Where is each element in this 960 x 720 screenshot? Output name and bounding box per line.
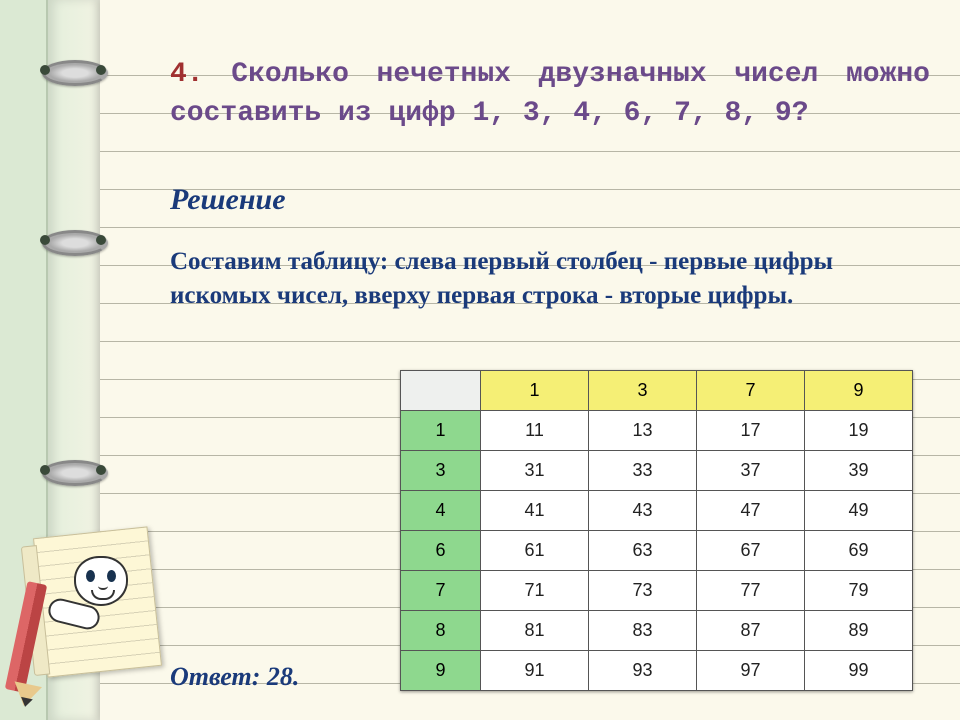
table-cell: 67 <box>697 531 805 571</box>
table-row-header: 6 <box>401 531 481 571</box>
table-cell: 89 <box>805 611 913 651</box>
table-col-header: 9 <box>805 371 913 411</box>
content-area: 4. Сколько нечетных двузначных чисел мож… <box>170 55 930 313</box>
table-cell: 69 <box>805 531 913 571</box>
table-cell: 97 <box>697 651 805 691</box>
table-cell: 19 <box>805 411 913 451</box>
table-cell: 81 <box>481 611 589 651</box>
table-cell: 73 <box>589 571 697 611</box>
table-cell: 83 <box>589 611 697 651</box>
table-cell: 91 <box>481 651 589 691</box>
solution-table: 1379111131719331333739441434749661636769… <box>400 370 913 691</box>
solution-heading: Решение <box>170 183 930 217</box>
table-cell: 49 <box>805 491 913 531</box>
notebook-mascot-icon <box>10 512 170 702</box>
table-cell: 17 <box>697 411 805 451</box>
table-cell: 37 <box>697 451 805 491</box>
problem-text: Сколько нечетных двузначных чисел можно … <box>170 59 930 129</box>
solution-text: Составим таблицу: слева первый столбец -… <box>170 245 930 313</box>
table-cell: 79 <box>805 571 913 611</box>
table-cell: 11 <box>481 411 589 451</box>
table-row-header: 8 <box>401 611 481 651</box>
table-row-header: 1 <box>401 411 481 451</box>
problem-statement: 4. Сколько нечетных двузначных чисел мож… <box>170 55 930 133</box>
table-cell: 39 <box>805 451 913 491</box>
table-col-header: 7 <box>697 371 805 411</box>
table-cell: 87 <box>697 611 805 651</box>
table-col-header: 1 <box>481 371 589 411</box>
table-row-header: 4 <box>401 491 481 531</box>
binder-ring-icon <box>42 60 102 80</box>
binder-ring-icon <box>42 460 102 480</box>
table-row-header: 9 <box>401 651 481 691</box>
table-cell: 63 <box>589 531 697 571</box>
answer-text: Ответ: 28. <box>170 662 299 692</box>
table-cell: 61 <box>481 531 589 571</box>
table-cell: 77 <box>697 571 805 611</box>
table-row-header: 3 <box>401 451 481 491</box>
table-row-header: 7 <box>401 571 481 611</box>
table-cell: 33 <box>589 451 697 491</box>
table-cell: 71 <box>481 571 589 611</box>
solution-table-wrap: 1379111131719331333739441434749661636769… <box>400 370 913 691</box>
table-cell: 41 <box>481 491 589 531</box>
table-col-header: 3 <box>589 371 697 411</box>
problem-number: 4. <box>170 59 204 90</box>
binder-ring-icon <box>42 230 102 250</box>
table-cell: 47 <box>697 491 805 531</box>
table-cell: 31 <box>481 451 589 491</box>
table-cell: 43 <box>589 491 697 531</box>
table-corner <box>401 371 481 411</box>
table-cell: 93 <box>589 651 697 691</box>
table-cell: 99 <box>805 651 913 691</box>
table-cell: 13 <box>589 411 697 451</box>
